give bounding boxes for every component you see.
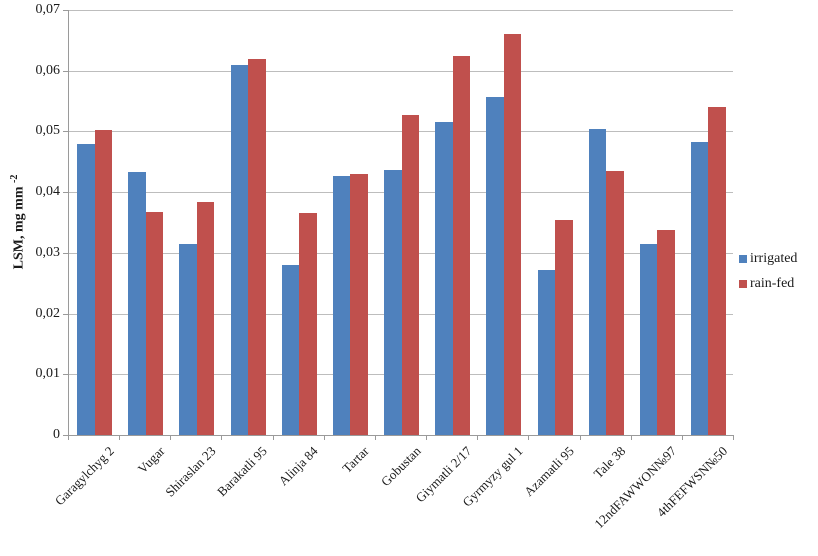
x-axis-line xyxy=(68,435,733,436)
bar-rain-fed-12 xyxy=(708,107,726,435)
x-axis-label: Garagylchyg 2 xyxy=(51,443,117,509)
x-axis-label: Azamatli 95 xyxy=(521,443,577,500)
bar-rain-fed-6 xyxy=(401,115,419,435)
legend: irrigated rain-fed xyxy=(739,251,797,301)
bar-irrigated-2 xyxy=(179,244,197,435)
legend-swatch-icon xyxy=(739,255,747,263)
y-tick-label: 0,05 xyxy=(35,123,61,138)
bar-irrigated-0 xyxy=(77,143,95,435)
y-tick-label: 0,06 xyxy=(35,63,61,78)
x-tick-mark xyxy=(324,435,325,440)
bar-irrigated-4 xyxy=(281,265,300,435)
y-tick-label: 0,07 xyxy=(35,2,61,17)
x-tick-mark xyxy=(631,435,632,440)
y-tick-label: 0 xyxy=(53,427,60,442)
bar-rain-fed-1 xyxy=(145,211,164,435)
x-axis-label: Vugar xyxy=(134,443,168,477)
y-tick-mark xyxy=(63,314,68,315)
bar-irrigated-5 xyxy=(332,176,351,435)
x-tick-mark xyxy=(170,435,171,440)
y-tick-mark xyxy=(63,253,68,254)
x-tick-mark xyxy=(273,435,274,440)
y-tick-mark xyxy=(63,131,68,132)
legend-label: irrigated xyxy=(750,251,798,266)
x-axis-label: Tale 38 xyxy=(590,443,629,482)
x-tick-mark xyxy=(119,435,120,440)
bar-irrigated-12 xyxy=(690,141,709,436)
x-tick-mark xyxy=(528,435,529,440)
x-tick-mark xyxy=(580,435,581,440)
bar-rain-fed-3 xyxy=(248,58,266,435)
y-tick-label: 0,03 xyxy=(35,245,61,260)
x-tick-mark xyxy=(68,435,69,440)
gridline xyxy=(68,10,733,11)
bar-rain-fed-2 xyxy=(196,201,215,435)
y-tick-mark xyxy=(63,192,68,193)
bar-rain-fed-8 xyxy=(503,34,522,435)
x-axis-label: Tartar xyxy=(339,443,373,476)
y-tick-mark xyxy=(63,374,68,375)
x-tick-mark xyxy=(733,435,734,440)
y-tick-label: 0,01 xyxy=(35,366,61,381)
x-tick-mark xyxy=(682,435,683,440)
bar-irrigated-3 xyxy=(230,64,248,435)
y-tick-mark xyxy=(63,10,68,11)
x-axis-label: Shiraslan 23 xyxy=(162,443,219,500)
y-axis-line xyxy=(68,10,69,440)
x-axis-label: Gobustan xyxy=(377,443,424,490)
legend-item: rain-fed xyxy=(739,276,797,292)
bar-rain-fed-9 xyxy=(555,219,573,435)
bar-rain-fed-10 xyxy=(606,170,624,435)
y-tick-label: 0,02 xyxy=(35,306,61,321)
legend-label: rain-fed xyxy=(750,276,795,291)
bar-rain-fed-4 xyxy=(299,213,317,435)
y-tick-label: 0,04 xyxy=(35,184,61,199)
x-axis-label: Barakatli 95 xyxy=(214,443,270,500)
bar-irrigated-8 xyxy=(486,97,504,435)
x-tick-mark xyxy=(375,435,376,440)
gridline xyxy=(68,71,733,72)
bar-rain-fed-7 xyxy=(452,56,471,435)
bar-irrigated-10 xyxy=(588,129,607,435)
x-tick-mark xyxy=(221,435,222,440)
bar-irrigated-6 xyxy=(384,170,402,435)
y-tick-mark xyxy=(63,435,68,436)
bar-irrigated-9 xyxy=(537,269,555,435)
bar-irrigated-7 xyxy=(435,121,453,435)
x-tick-mark xyxy=(477,435,478,440)
y-tick-mark xyxy=(63,71,68,72)
legend-swatch-icon xyxy=(739,280,747,288)
gridline xyxy=(68,131,733,132)
x-axis-label: Alinja 84 xyxy=(276,443,322,489)
bar-irrigated-11 xyxy=(639,244,658,435)
legend-item: irrigated xyxy=(739,251,797,267)
bar-rain-fed-5 xyxy=(350,173,368,435)
bar-rain-fed-0 xyxy=(94,130,113,435)
bar-irrigated-1 xyxy=(128,172,146,435)
bar-rain-fed-11 xyxy=(657,229,675,435)
x-tick-mark xyxy=(426,435,427,440)
